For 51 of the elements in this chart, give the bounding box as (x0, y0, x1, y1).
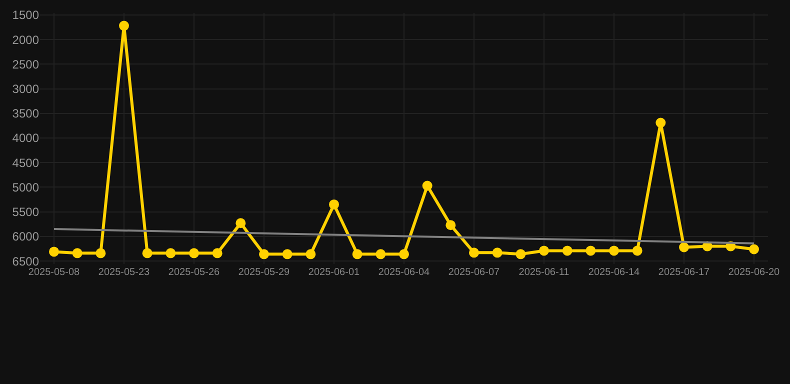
point (469, 248, 479, 258)
y-tick-label: 6000 (12, 230, 40, 244)
y-tick-label: 4500 (12, 156, 40, 170)
y-tick-label: 3500 (12, 106, 40, 121)
point (586, 246, 596, 256)
x-tick-label: 2025-05-29 (238, 267, 290, 278)
point (236, 218, 246, 228)
y-tick-label: 1500 (12, 8, 40, 22)
x-tick-label: 2025-05-08 (28, 267, 80, 278)
point (142, 248, 152, 258)
point (749, 244, 759, 254)
y-tick-label: 5000 (12, 180, 40, 194)
x-tick-label: 2025-06-11 (518, 267, 570, 278)
point (679, 242, 689, 252)
point (399, 249, 409, 260)
y-tick-label: 4000 (12, 131, 40, 146)
point (306, 249, 316, 260)
y-tick-label: 3000 (12, 82, 40, 96)
y-tick-label: 2500 (12, 57, 40, 72)
x-tick-label: 2025-06-01 (308, 267, 360, 278)
point (166, 248, 176, 258)
point (96, 248, 106, 258)
point (446, 220, 456, 230)
point (352, 249, 362, 260)
point (539, 246, 549, 256)
point (329, 199, 339, 210)
x-tick-label: 2025-06-17 (658, 267, 710, 278)
point (492, 248, 502, 258)
y-tick-label: 6500 (12, 254, 40, 268)
point (282, 249, 292, 260)
point (422, 180, 432, 191)
x-tick-label: 2025-06-07 (448, 267, 500, 278)
point (632, 246, 642, 256)
x-tick-label: 2025-06-04 (378, 267, 430, 278)
point (72, 248, 82, 258)
point (189, 248, 199, 258)
point (212, 248, 222, 258)
x-tick-label: 2025-06-14 (588, 267, 640, 278)
point (259, 249, 269, 260)
point (516, 249, 526, 260)
y-tick-label: 2000 (12, 32, 40, 47)
x-tick-label: 2025-06-20 (728, 267, 780, 278)
point (562, 246, 572, 256)
point (656, 118, 666, 128)
point (49, 246, 59, 257)
point (376, 249, 386, 260)
y-tick-label: 5500 (12, 205, 40, 220)
x-tick-label: 2025-05-26 (168, 267, 220, 278)
point (609, 246, 619, 256)
point (119, 20, 129, 31)
x-tick-label: 2025-05-23 (98, 267, 150, 278)
